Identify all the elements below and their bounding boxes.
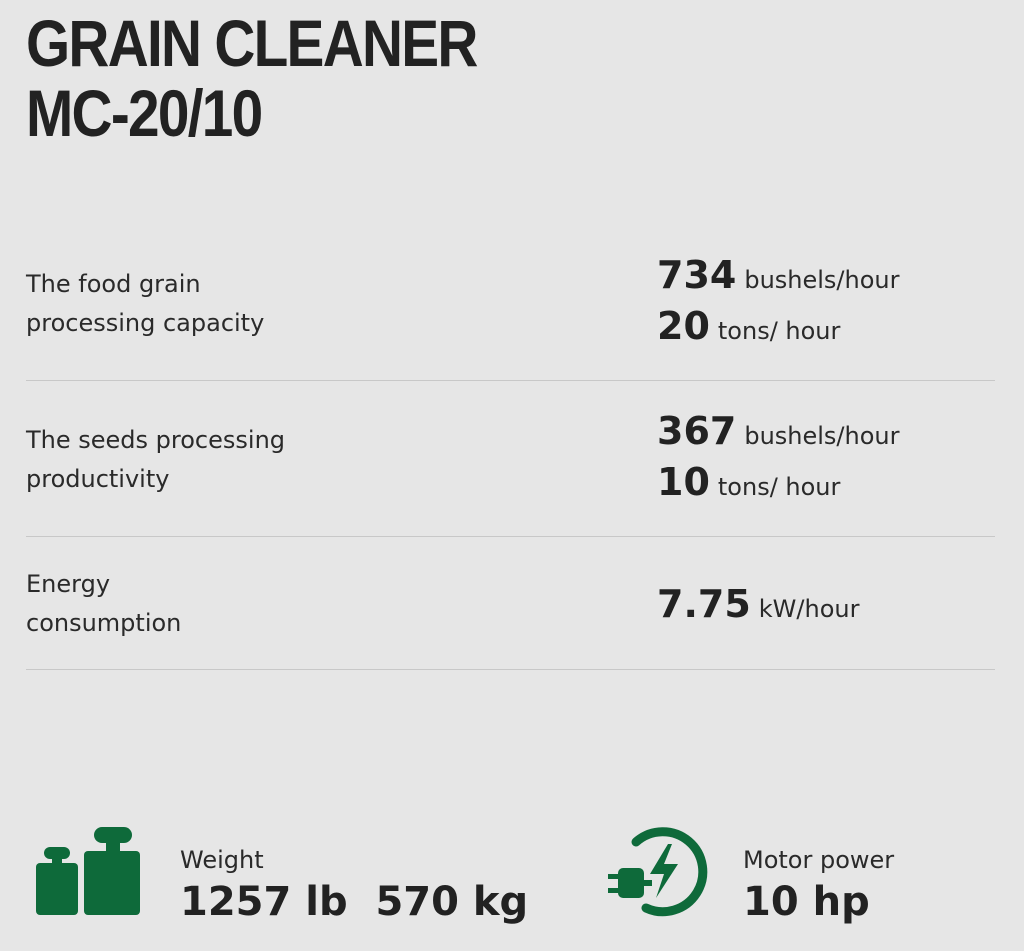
spec-unit: bushels/hour [744,266,900,294]
weight-icon [36,827,140,915]
spec-values: 367 bushels/hour 10 tons/ hour [657,406,899,508]
spec-values: 734 bushels/hour 20 tons/ hour [657,250,899,352]
spec-values: 7.75 kW/hour [657,579,859,630]
spec-label: Energy consumption [26,570,182,637]
spec-row: The food grain processing capacity 734 bu… [26,250,995,381]
stat-unit: kg [472,879,529,925]
power-icon [608,827,708,917]
stat-number: 10 [743,879,799,925]
spec-number: 367 [657,409,737,453]
spec-number: 734 [657,253,737,297]
spec-unit: tons/ hour [717,473,841,501]
stat: Motor power 10 hp [743,842,894,926]
stat-unit: lb [305,879,348,925]
stat-label: Motor power [743,846,895,874]
spec-row: Energy consumption 7.75 kW/hour [26,537,995,670]
spec-number: 10 [657,460,710,504]
spec-label: The seeds processing productivity [26,426,286,493]
stat: Weight 1257 lb 570 kg [180,842,528,926]
title: GRAIN CLEANER MC-20/10 [26,6,478,150]
spec-unit: kW/hour [758,595,860,623]
stat-number: 1257 [180,879,292,925]
stat-label: Weight [180,846,264,874]
spec-label: The food grain processing capacity [26,270,265,337]
spec-unit: tons/ hour [717,317,841,345]
spec-number: 20 [657,304,710,348]
title-line: MC-20/10 [26,76,263,150]
spec-unit: bushels/hour [744,422,900,450]
spec-row: The seeds processing productivity 367 bus… [26,381,995,537]
spec-number: 7.75 [657,582,751,626]
stat-unit: hp [812,879,870,925]
title-line: GRAIN CLEANER [26,6,478,80]
stat-number: 570 [375,879,459,925]
